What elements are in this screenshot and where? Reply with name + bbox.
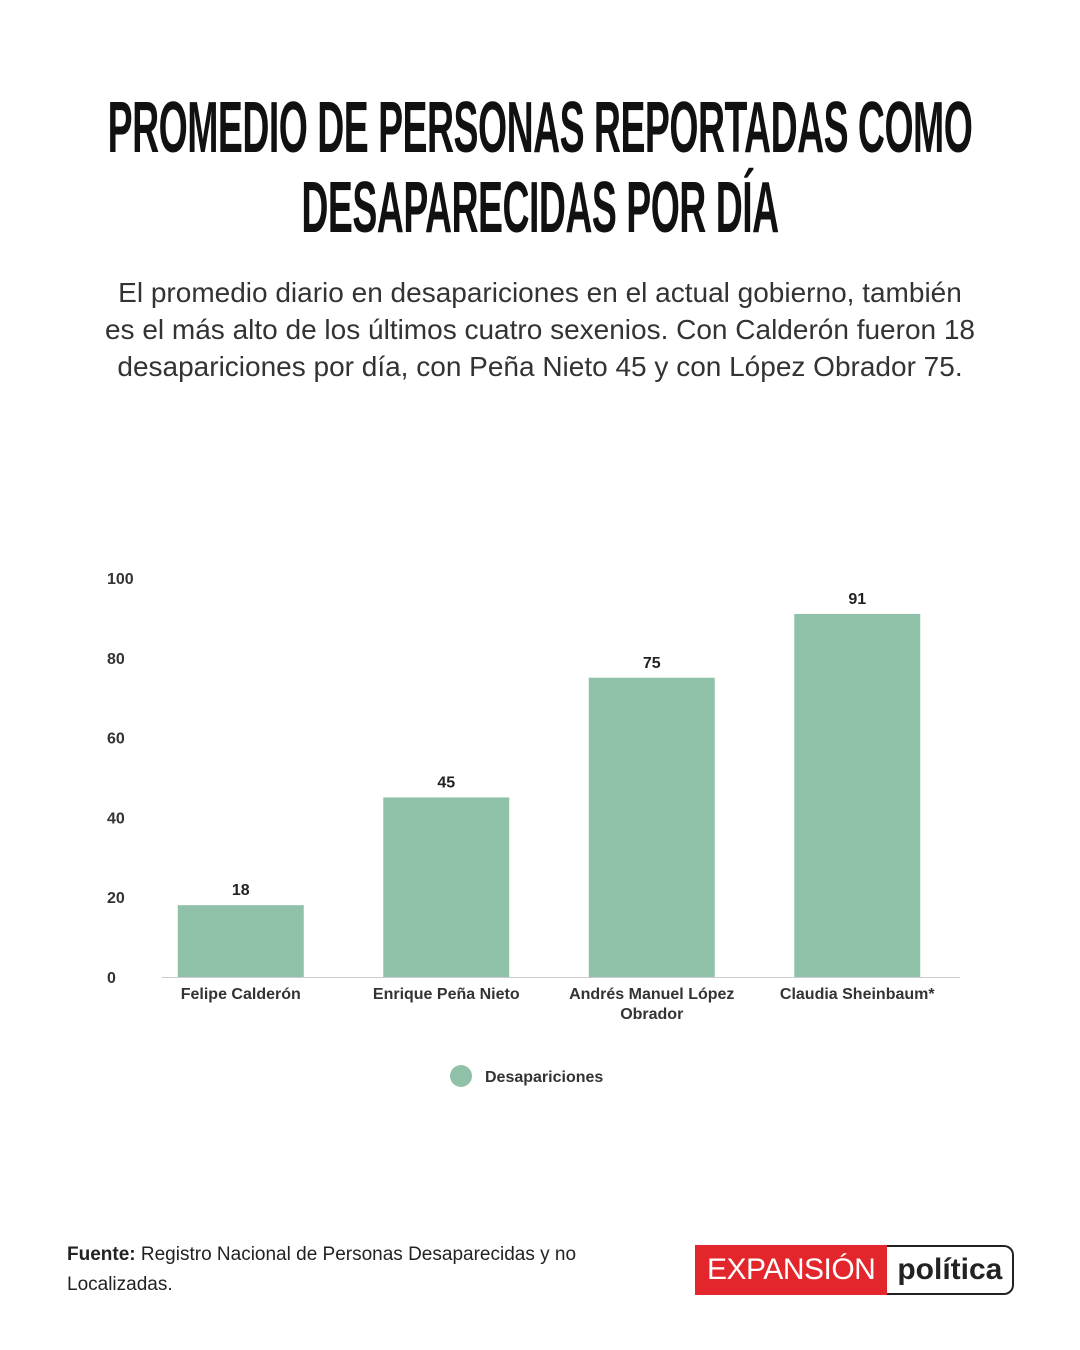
logo: EXPANSIÓN política bbox=[695, 1245, 1015, 1295]
x-tick-label: Andrés Manuel López Obrador bbox=[569, 986, 735, 1023]
legend-swatch bbox=[450, 1065, 472, 1087]
footer-text: Registro Nacional de Personas Desapareci… bbox=[67, 1244, 577, 1295]
bar bbox=[383, 797, 510, 977]
chart-title: PROMEDIO DE PERSONAS REPORTADAS COMO DES… bbox=[107, 88, 973, 248]
value-label: 91 bbox=[848, 591, 866, 608]
y-tick-label: 20 bbox=[107, 890, 125, 907]
y-tick-label: 40 bbox=[107, 810, 125, 827]
value-label: 45 bbox=[437, 774, 455, 791]
logo-right: política bbox=[887, 1245, 1015, 1295]
bar bbox=[588, 677, 715, 977]
bar bbox=[794, 613, 921, 977]
y-tick-label: 100 bbox=[107, 571, 134, 588]
x-tick-label: Claudia Sheinbaum* bbox=[779, 986, 935, 1003]
title-wrap: PROMEDIO DE PERSONAS REPORTADAS COMO DES… bbox=[85, 88, 995, 248]
footer-label: Fuente: bbox=[67, 1244, 136, 1265]
y-tick-label: 0 bbox=[107, 970, 116, 987]
y-tick-label: 80 bbox=[107, 651, 125, 668]
value-label: 18 bbox=[232, 882, 250, 899]
bar bbox=[177, 905, 304, 977]
footer: Fuente: Registro Nacional de Personas De… bbox=[67, 1240, 667, 1300]
legend-label: Desapariciones bbox=[485, 1069, 603, 1086]
x-tick-label: Enrique Peña Nieto bbox=[372, 986, 520, 1003]
logo-left: EXPANSIÓN bbox=[695, 1245, 888, 1295]
x-tick-label: Felipe Calderón bbox=[180, 986, 301, 1003]
chart-subtitle: El promedio diario en desapariciones en … bbox=[104, 277, 976, 382]
value-label: 75 bbox=[643, 655, 661, 672]
y-tick-label: 60 bbox=[107, 731, 125, 748]
